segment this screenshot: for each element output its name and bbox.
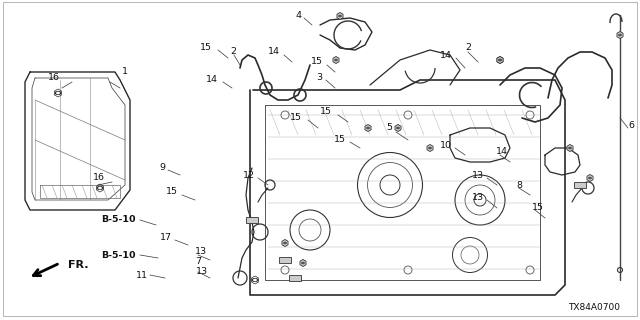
Polygon shape (282, 239, 288, 246)
Circle shape (339, 15, 341, 17)
Text: 13: 13 (196, 268, 208, 276)
Text: 4: 4 (296, 12, 302, 20)
Text: 8: 8 (516, 180, 522, 189)
Text: B-5-10: B-5-10 (102, 251, 136, 260)
Polygon shape (427, 145, 433, 151)
Text: 13: 13 (472, 171, 484, 180)
Polygon shape (395, 124, 401, 132)
Polygon shape (497, 57, 503, 63)
Text: 13: 13 (195, 247, 207, 257)
Circle shape (57, 92, 60, 93)
Text: 15: 15 (334, 135, 346, 145)
Text: 14: 14 (440, 51, 452, 60)
Circle shape (97, 187, 103, 189)
Text: 12: 12 (243, 171, 255, 180)
Text: 16: 16 (48, 74, 60, 83)
Text: 14: 14 (496, 148, 508, 156)
Text: 11: 11 (136, 270, 148, 279)
Circle shape (589, 177, 591, 179)
Bar (289, 276, 301, 281)
Circle shape (619, 34, 621, 36)
Text: 1: 1 (122, 68, 128, 76)
Polygon shape (300, 260, 306, 267)
Circle shape (252, 279, 258, 281)
Polygon shape (497, 57, 503, 63)
Bar (246, 218, 259, 223)
Text: 14: 14 (206, 76, 218, 84)
Polygon shape (365, 124, 371, 132)
Text: 15: 15 (532, 204, 544, 212)
Text: 14: 14 (268, 47, 280, 57)
Text: 2: 2 (230, 47, 236, 57)
Text: FR.: FR. (68, 260, 88, 270)
Polygon shape (617, 31, 623, 38)
Text: 15: 15 (311, 58, 323, 67)
Circle shape (284, 242, 286, 244)
Circle shape (254, 279, 256, 281)
Text: 9: 9 (159, 164, 165, 172)
Text: 17: 17 (160, 234, 172, 243)
Polygon shape (337, 12, 343, 20)
Bar (573, 182, 586, 188)
Circle shape (302, 262, 304, 264)
Text: 10: 10 (440, 140, 452, 149)
Text: 15: 15 (290, 114, 302, 123)
Text: 7: 7 (195, 258, 201, 267)
Polygon shape (333, 57, 339, 63)
Text: 3: 3 (316, 74, 322, 83)
Text: 2: 2 (465, 44, 471, 52)
Text: TX84A0700: TX84A0700 (568, 303, 620, 313)
Circle shape (367, 127, 369, 129)
Text: 16: 16 (93, 173, 105, 182)
Circle shape (397, 127, 399, 129)
Text: 15: 15 (320, 108, 332, 116)
Polygon shape (567, 145, 573, 151)
Text: 15: 15 (166, 188, 178, 196)
Polygon shape (587, 174, 593, 181)
Text: B-5-10: B-5-10 (102, 215, 136, 225)
Text: 13: 13 (472, 194, 484, 203)
Text: 15: 15 (200, 44, 212, 52)
Bar (278, 257, 291, 262)
Text: 5: 5 (386, 124, 392, 132)
Circle shape (55, 92, 61, 94)
Text: 6: 6 (628, 121, 634, 130)
